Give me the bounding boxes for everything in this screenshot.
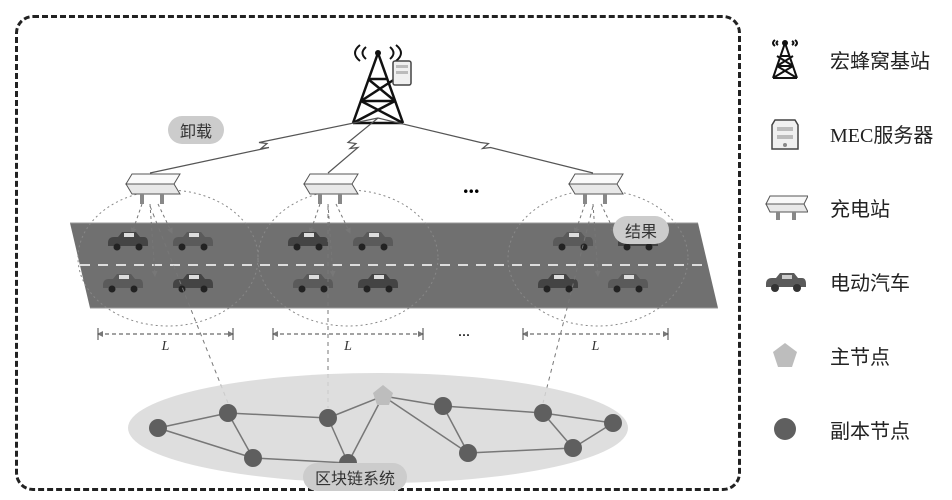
legend: 宏蜂窝基站 MEC服务器 充电站 电动汽车 主节点 副本节点 <box>760 40 940 484</box>
legend-label: 副本节点 <box>830 415 910 444</box>
legend-row: MEC服务器 <box>760 114 940 152</box>
tower-icon <box>760 40 810 78</box>
legend-row: 副本节点 <box>760 410 940 448</box>
replica-icon <box>760 410 810 448</box>
legend-label: 电动汽车 <box>830 267 910 296</box>
ev-icon <box>760 262 810 300</box>
primary-icon <box>760 336 810 374</box>
diagram-svg: LLL <box>18 18 738 488</box>
svg-text:L: L <box>591 339 600 354</box>
legend-row: 充电站 <box>760 188 940 226</box>
legend-label: 宏蜂窝基站 <box>830 45 930 74</box>
legend-label: 主节点 <box>830 341 890 370</box>
svg-text:L: L <box>161 339 170 354</box>
charger-icon <box>760 188 810 226</box>
legend-row: 主节点 <box>760 336 940 374</box>
blockchain-label: 区块链系统 <box>303 463 407 491</box>
result-label: 结果 <box>613 216 669 244</box>
offload-label: 卸载 <box>168 116 224 144</box>
legend-row: 电动汽车 <box>760 262 940 300</box>
mec-icon <box>760 114 810 152</box>
legend-label: 充电站 <box>830 193 890 222</box>
legend-row: 宏蜂窝基站 <box>760 40 940 78</box>
legend-label: MEC服务器 <box>830 119 933 148</box>
svg-text:L: L <box>343 339 352 354</box>
diagram-frame: L L L 卸载 结果 区块链系统 ... ... <box>15 15 741 491</box>
dots-mid: ... <box>458 323 470 341</box>
dots-top: ... <box>463 173 480 199</box>
